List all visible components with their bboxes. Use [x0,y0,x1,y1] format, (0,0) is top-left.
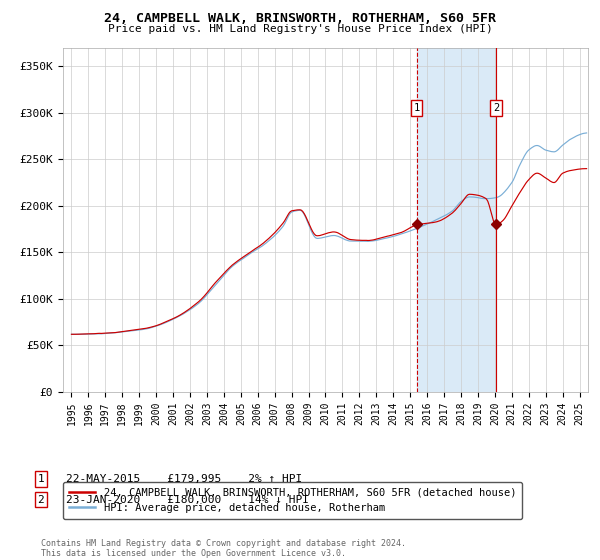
Text: 22-MAY-2015    £179,995    2% ↑ HPI: 22-MAY-2015 £179,995 2% ↑ HPI [66,474,302,484]
Text: Contains HM Land Registry data © Crown copyright and database right 2024.: Contains HM Land Registry data © Crown c… [41,539,406,548]
Text: 1: 1 [37,474,44,484]
Text: Price paid vs. HM Land Registry's House Price Index (HPI): Price paid vs. HM Land Registry's House … [107,24,493,34]
Text: 1: 1 [413,103,420,113]
Bar [416,48,496,392]
Text: 24, CAMPBELL WALK, BRINSWORTH, ROTHERHAM, S60 5FR: 24, CAMPBELL WALK, BRINSWORTH, ROTHERHAM… [104,12,496,25]
Text: 23-JAN-2020    £180,000    14% ↓ HPI: 23-JAN-2020 £180,000 14% ↓ HPI [66,494,309,505]
Legend: 24, CAMPBELL WALK, BRINSWORTH, ROTHERHAM, S60 5FR (detached house), HPI: Average: 24, CAMPBELL WALK, BRINSWORTH, ROTHERHAM… [63,482,523,519]
Text: 2: 2 [493,103,499,113]
Text: 2: 2 [37,494,44,505]
Text: This data is licensed under the Open Government Licence v3.0.: This data is licensed under the Open Gov… [41,549,346,558]
